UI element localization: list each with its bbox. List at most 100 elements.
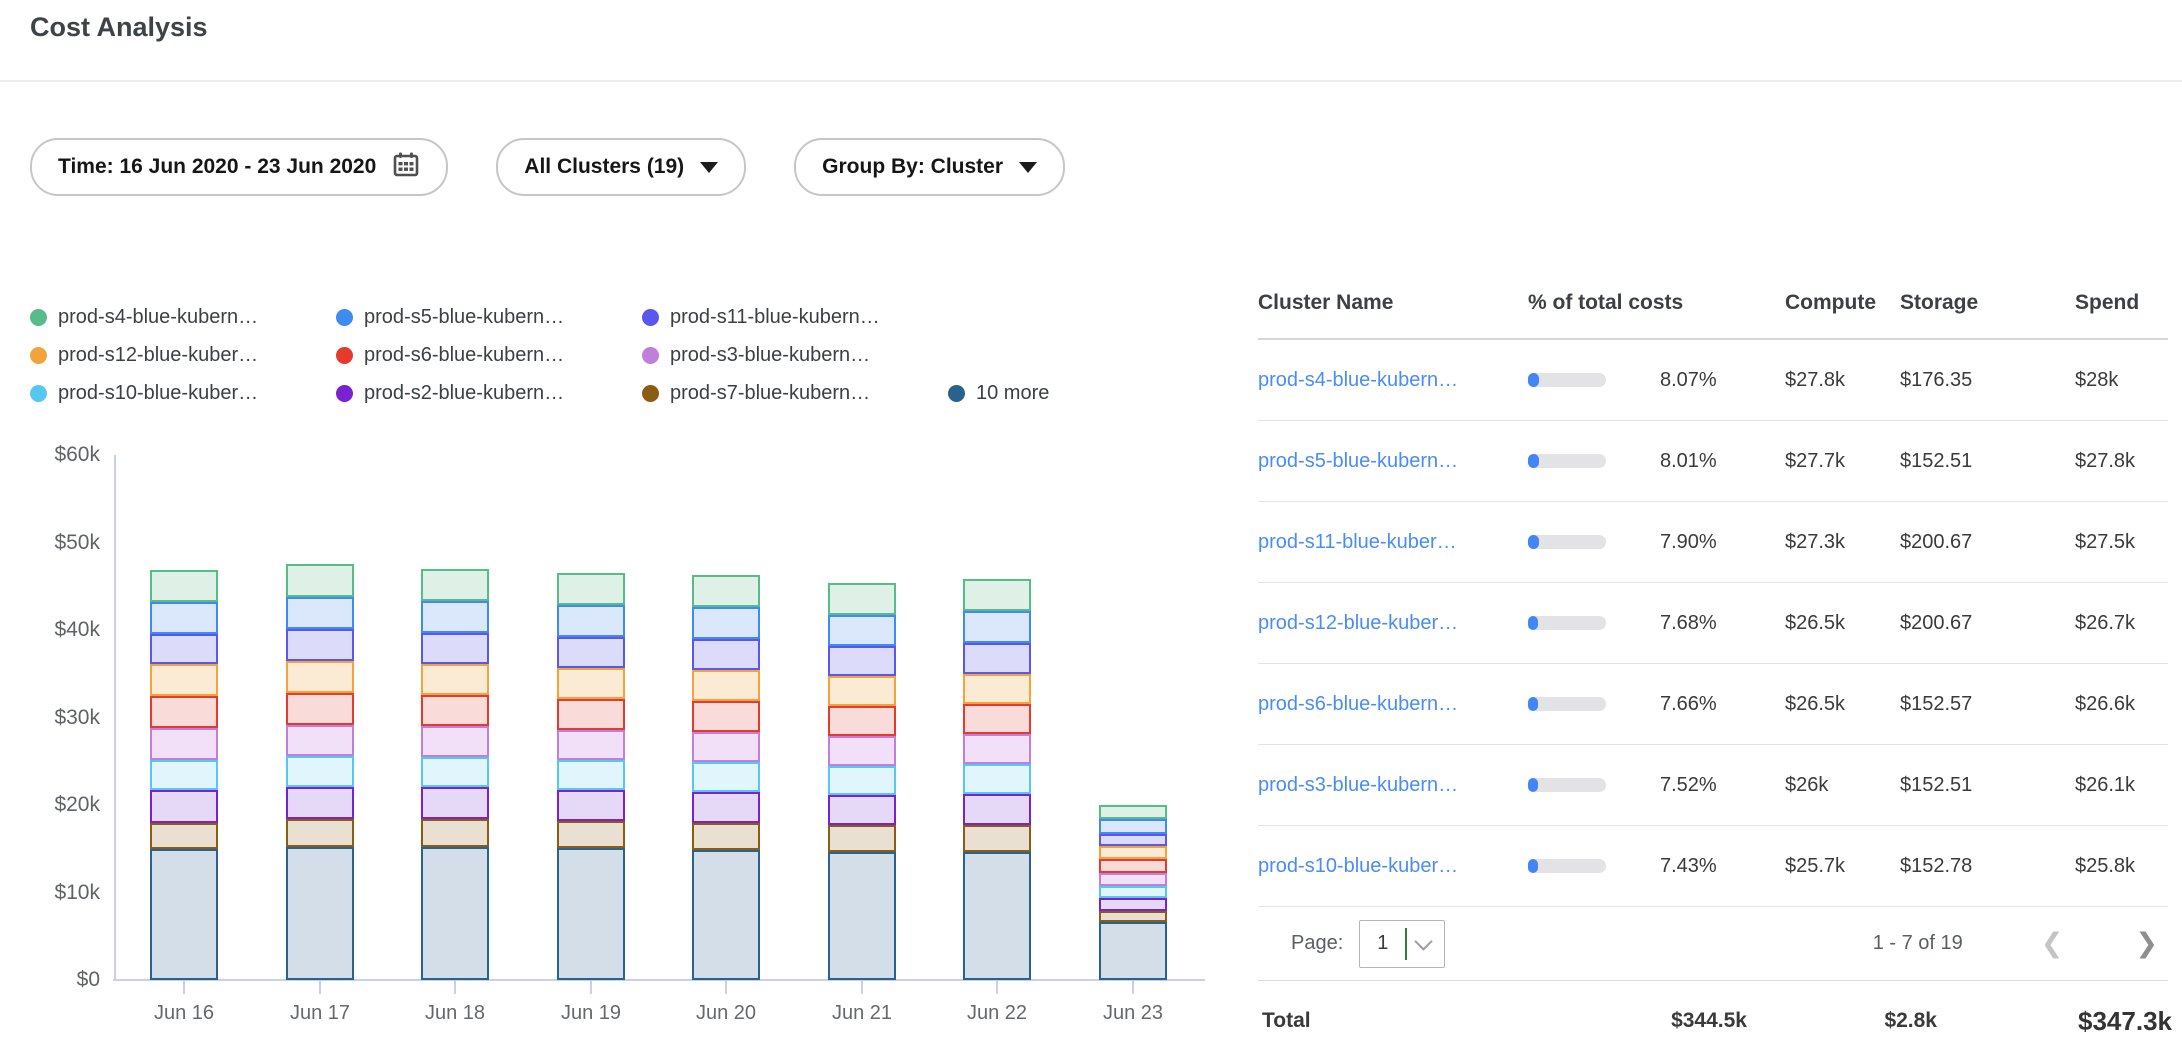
filter-bar: Time: 16 Jun 2020 - 23 Jun 2020 All Clus… (30, 138, 1066, 196)
previous-page-icon[interactable]: ❮ (2040, 928, 2064, 959)
legend-dot-icon (642, 346, 659, 364)
pct-progress-bar (1528, 373, 1606, 387)
table-header: Cluster Name % of total costs Compute St… (1258, 268, 2168, 340)
x-axis-label: Jun 18 (424, 1002, 486, 1024)
bar-segment (963, 794, 1031, 825)
table-row: prod-s12-blue-kuber… 7.68% $26.5k $200.67 $2… (1258, 583, 2168, 664)
calendar-icon (392, 150, 420, 184)
legend-label: 10 more (976, 381, 1050, 404)
y-axis-line (114, 455, 116, 981)
bar-segment (286, 629, 354, 661)
bar-segment (421, 664, 489, 695)
compute-cell: $25.7k (1785, 854, 1846, 877)
col-header-pct: % of total costs (1528, 291, 1684, 314)
total-label: Total (1262, 1009, 1311, 1032)
legend-item[interactable]: prod-s10-blue-kuber… (30, 382, 336, 405)
bar-segment (421, 847, 489, 980)
bar-segment (286, 597, 354, 629)
bar-segment (692, 701, 760, 732)
table-body: prod-s4-blue-kubern… 8.07% $27.8k $176.35 $2… (1258, 340, 2168, 907)
x-axis-label: Jun 19 (560, 1002, 622, 1024)
x-axis-tick (183, 981, 185, 994)
bar-segment (1099, 911, 1167, 922)
spend-cell: $26.1k (2075, 773, 2136, 796)
y-axis-label: $20k (54, 793, 100, 816)
next-page-icon[interactable]: ❯ (2135, 928, 2158, 959)
bar-segment (1099, 898, 1167, 911)
y-axis-label: $40k (54, 618, 100, 641)
spend-cell: $28k (2075, 368, 2119, 391)
spend-cell: $26.7k (2075, 611, 2136, 634)
bar-segment (963, 611, 1031, 643)
legend-item[interactable]: prod-s7-blue-kubern… (642, 382, 948, 405)
compute-cell: $27.8k (1785, 368, 1846, 391)
cluster-name-link[interactable]: prod-s10-blue-kuber… (1258, 854, 1459, 877)
bar-segment (1099, 834, 1167, 846)
y-axis-label: $60k (54, 443, 100, 466)
spend-cell: $25.8k (2075, 854, 2136, 877)
total-compute: $344.5k (1671, 1009, 1747, 1032)
pct-progress-bar (1528, 454, 1606, 468)
storage-cell: $200.67 (1900, 530, 1973, 553)
storage-cell: $176.35 (1900, 368, 1973, 391)
bar-segment (963, 852, 1031, 980)
compute-cell: $26k (1785, 773, 1829, 796)
x-axis-line (113, 979, 1205, 981)
cluster-name-link[interactable]: prod-s12-blue-kuber… (1258, 611, 1459, 634)
legend-item[interactable]: prod-s4-blue-kubern… (30, 306, 336, 329)
legend-item[interactable]: 10 more (948, 382, 1049, 405)
x-axis-label: Jun 17 (289, 1002, 351, 1024)
cost-table: Cluster Name % of total costs Compute St… (1258, 268, 2172, 1061)
legend-dot-icon (336, 384, 353, 402)
chart-legend: prod-s4-blue-kubern… prod-s5-blue-kubern…… (30, 298, 1190, 412)
clusters-filter[interactable]: All Clusters (19) (496, 138, 747, 196)
bar-segment (1099, 922, 1167, 980)
table-row: prod-s3-blue-kubern… 7.52% $26k $152.51 $26.… (1258, 745, 2168, 826)
cluster-name-link[interactable]: prod-s6-blue-kubern… (1258, 692, 1459, 715)
cluster-name-link[interactable]: prod-s5-blue-kubern… (1258, 449, 1459, 472)
bar-segment (557, 605, 625, 637)
table-row: prod-s6-blue-kubern… 7.66% $26.5k $152.57 $2… (1258, 664, 2168, 745)
legend-item[interactable]: prod-s6-blue-kubern… (336, 344, 642, 367)
pct-progress-fill (1528, 535, 1539, 549)
bar-segment (1099, 859, 1167, 873)
legend-dot-icon (336, 346, 353, 364)
bar-segment (828, 825, 896, 852)
time-range-filter[interactable]: Time: 16 Jun 2020 - 23 Jun 2020 (30, 138, 449, 196)
bar-segment (692, 850, 760, 980)
cluster-name-link[interactable]: prod-s4-blue-kubern… (1258, 368, 1459, 391)
pct-progress-fill (1528, 616, 1538, 630)
legend-item[interactable]: prod-s11-blue-kubern… (642, 306, 948, 329)
y-axis-label: $0 (76, 968, 100, 991)
group-by-filter[interactable]: Group By: Cluster (794, 138, 1066, 196)
bar-segment (692, 792, 760, 823)
bar-segment (557, 637, 625, 668)
bar-segment (150, 696, 218, 728)
bar-segment (963, 764, 1031, 794)
bar-segment (1099, 819, 1167, 834)
pct-progress-fill (1528, 454, 1539, 468)
bar-segment (557, 668, 625, 699)
x-axis-tick (590, 981, 592, 994)
legend-item[interactable]: prod-s3-blue-kubern… (642, 344, 948, 367)
x-axis-tick (1132, 981, 1134, 994)
bar-segment (286, 756, 354, 787)
x-axis-label: Jun 23 (1102, 1002, 1164, 1024)
table-row: prod-s4-blue-kubern… 8.07% $27.8k $176.35 $2… (1258, 340, 2168, 421)
legend-item[interactable]: prod-s5-blue-kubern… (336, 306, 642, 329)
cluster-name-link[interactable]: prod-s11-blue-kuber… (1258, 530, 1457, 553)
legend-item[interactable]: prod-s12-blue-kuber… (30, 344, 336, 367)
legend-label: prod-s12-blue-kuber… (58, 343, 259, 366)
bar-segment (828, 646, 896, 676)
bar-segment (150, 570, 218, 602)
cluster-name-link[interactable]: prod-s3-blue-kubern… (1258, 773, 1459, 796)
bar-segment (963, 643, 1031, 674)
page-select-divider (1405, 927, 1408, 960)
pct-cell: 8.01% (1660, 449, 1717, 472)
bar-segment (1099, 846, 1167, 859)
legend-dot-icon (948, 384, 965, 402)
legend-item[interactable]: prod-s2-blue-kubern… (336, 382, 642, 405)
bar-segment (286, 847, 354, 980)
bar-segment (963, 734, 1031, 764)
page-select[interactable]: 1 (1359, 919, 1446, 968)
